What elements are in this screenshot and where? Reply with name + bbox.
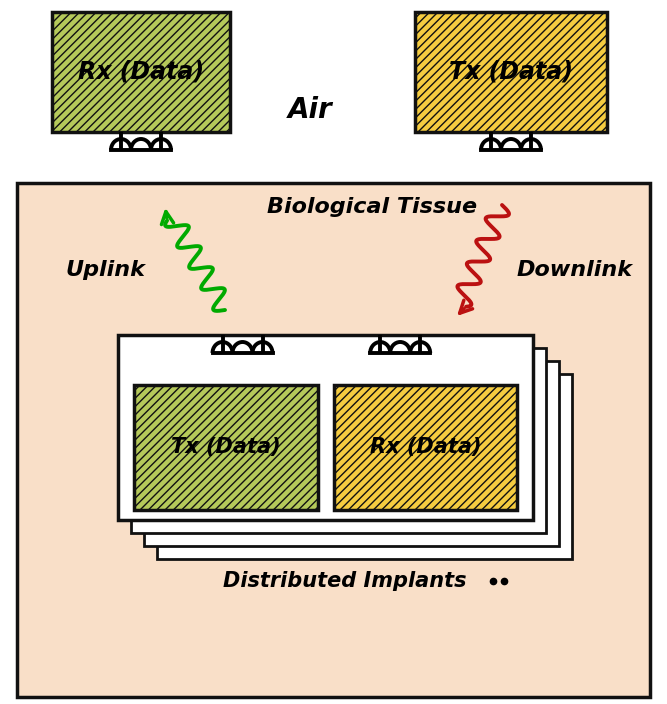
Text: Rx (Data): Rx (Data) bbox=[370, 437, 481, 458]
Text: Downlink: Downlink bbox=[517, 260, 633, 280]
Text: Air: Air bbox=[287, 96, 332, 124]
Bar bbox=[17, 183, 650, 697]
Text: Tx (Data): Tx (Data) bbox=[171, 437, 281, 458]
Text: Tx (Data): Tx (Data) bbox=[449, 60, 573, 84]
Bar bbox=[415, 12, 607, 132]
Bar bbox=[334, 385, 517, 510]
Text: Rx (Data): Rx (Data) bbox=[78, 60, 204, 84]
Bar bbox=[52, 12, 230, 132]
Bar bbox=[118, 335, 533, 520]
Bar bbox=[134, 385, 317, 510]
Bar bbox=[157, 374, 572, 559]
Bar bbox=[144, 361, 559, 546]
Bar bbox=[131, 348, 546, 533]
Text: Distributed Implants: Distributed Implants bbox=[223, 571, 467, 591]
Text: Uplink: Uplink bbox=[65, 260, 145, 280]
Text: Biological Tissue: Biological Tissue bbox=[267, 197, 477, 217]
